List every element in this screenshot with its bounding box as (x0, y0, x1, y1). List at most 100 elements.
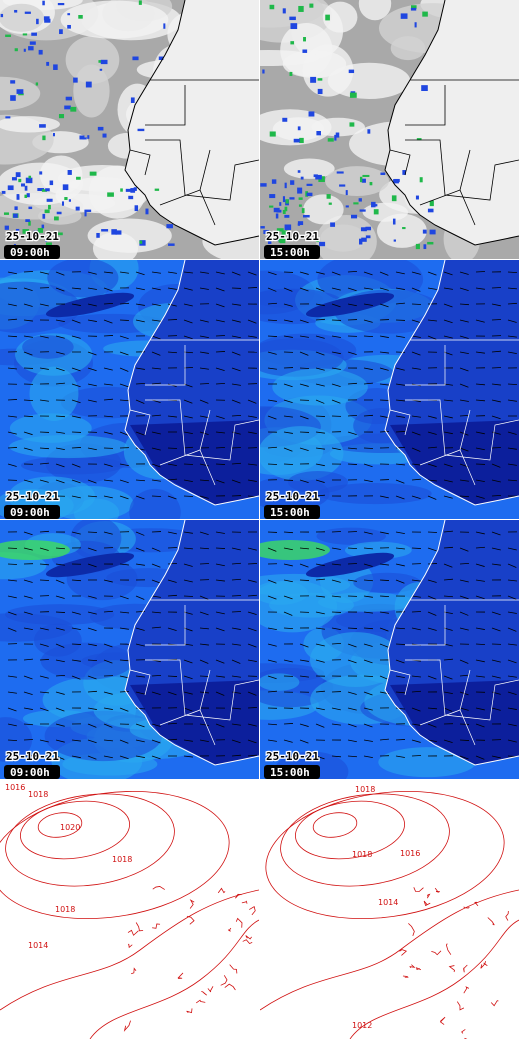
wind-arrow (7, 415, 17, 418)
wind-arrow (443, 351, 453, 356)
wind-arrow (379, 367, 389, 371)
wind-arrow (151, 595, 161, 598)
isobar-fragment (135, 922, 144, 932)
wind-arrow (331, 271, 341, 276)
wind-arrow (87, 675, 97, 680)
wind-arrow (151, 414, 161, 417)
isobar-fragment (249, 905, 256, 916)
wind-arrow (247, 463, 257, 466)
rain-speck (351, 214, 358, 219)
wind-arrow (315, 383, 325, 387)
wind-arrow (315, 479, 325, 483)
wind-arrow (23, 658, 33, 661)
wind-arrow (427, 415, 437, 419)
wind-arrow (507, 431, 517, 435)
rain-speck (353, 202, 359, 205)
wind-arrow (283, 611, 293, 616)
wind-arrow (315, 723, 325, 728)
wind-arrow (167, 351, 178, 354)
wind-arrow (315, 287, 325, 292)
wind-arrow (71, 399, 81, 404)
rain-speck (26, 193, 30, 198)
wind-arrow (411, 463, 421, 466)
wind-arrow (379, 415, 389, 419)
wind-arrow (151, 399, 161, 403)
isobar-fragment (245, 935, 252, 940)
rain-speck (64, 105, 71, 110)
wind-arrow (103, 271, 113, 274)
wind-arrow (315, 367, 325, 371)
wind-arrow (87, 595, 97, 599)
wind-arrow (71, 447, 82, 449)
wind-arrow (71, 463, 81, 468)
wind-arrow (475, 479, 485, 483)
cloud (260, 109, 332, 146)
wind-arrow (411, 287, 421, 292)
wind-arrow (119, 675, 129, 679)
wind-arrow (379, 303, 389, 308)
wind-arrow (39, 627, 49, 631)
panel-image (260, 780, 519, 1039)
wind-arrow (299, 383, 309, 387)
wind-arrow (315, 547, 325, 551)
rain-speck (15, 172, 21, 178)
rain-speck (284, 182, 287, 189)
rain-speck (134, 205, 139, 212)
strong-wind (260, 540, 330, 560)
wind-arrow (315, 351, 325, 356)
isobar-fragment (220, 975, 228, 986)
wind-arrow (199, 399, 209, 404)
wind-arrow (411, 495, 421, 500)
rain-speck (132, 56, 139, 61)
wind-arrow (215, 659, 225, 664)
rain-speck (302, 214, 310, 218)
wind-arrow (299, 643, 309, 648)
cloud (302, 44, 354, 97)
wind-arrow (55, 319, 65, 323)
wind-arrow (299, 351, 309, 356)
wind-arrow (347, 447, 357, 450)
wind-arrow (23, 531, 33, 536)
wind-arrow (267, 595, 277, 600)
wind-arrow (459, 335, 469, 339)
wind-arrow (87, 383, 97, 387)
wind-arrow (475, 495, 485, 499)
wind-arrow (247, 579, 257, 583)
wind-arrow (135, 691, 145, 695)
wind-arrow (411, 739, 421, 743)
wind-arrow (283, 659, 293, 663)
wind-arrow (7, 627, 17, 632)
wind-arrow (39, 271, 49, 275)
isobar (265, 790, 505, 920)
rain-speck (360, 227, 367, 232)
wind-arrow (395, 755, 405, 758)
wind-arrow (475, 287, 485, 290)
wind-arrow (363, 627, 374, 630)
wind-arrow (215, 723, 225, 728)
wind-arrow (103, 643, 113, 648)
rain-speck (365, 226, 372, 231)
wind-arrow (459, 479, 469, 482)
wind-field (0, 717, 33, 762)
wind-arrow (199, 319, 209, 323)
isobar-fragment (505, 910, 509, 921)
wind-arrow (347, 627, 358, 629)
wind-arrow (183, 351, 194, 354)
wind-arrow (427, 431, 437, 435)
wind-arrow (299, 659, 309, 662)
wind-arrow (7, 447, 18, 449)
wind-arrow (119, 627, 129, 630)
wind-arrow (315, 447, 325, 450)
wind-arrow (379, 431, 390, 433)
wind-arrow (87, 367, 97, 372)
rain-speck (52, 132, 55, 137)
wind-arrow (507, 447, 517, 450)
wind-arrow (379, 383, 389, 386)
wind-arrow (363, 643, 373, 647)
wind-arrow (199, 659, 209, 664)
isobar-label: 1014 (378, 898, 398, 907)
wind-arrow (103, 479, 113, 482)
wind-arrow (491, 494, 502, 497)
map-panel: 25-10-21 09:00h (0, 0, 259, 259)
